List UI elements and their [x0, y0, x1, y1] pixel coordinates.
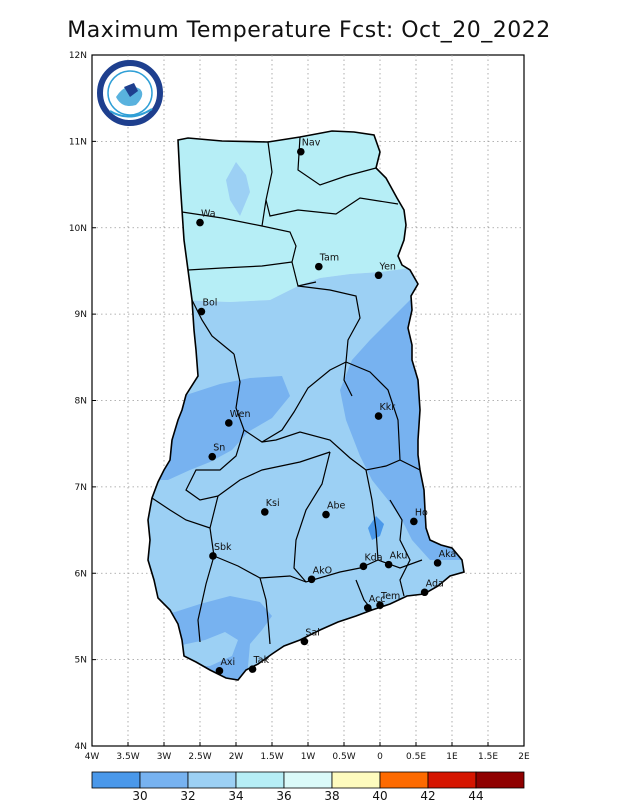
city-label-acc: Acc	[369, 594, 386, 605]
lon-tick-label-11: 1.5E	[478, 752, 498, 762]
lon-tick-label-3: 2.5W	[188, 752, 211, 762]
city-label-ho: Ho	[415, 507, 428, 518]
lon-tick-label-0: 4W	[85, 752, 100, 762]
city-marker-sal	[300, 637, 309, 646]
city-marker-kda	[359, 562, 368, 571]
city-label-tak: Tak	[253, 655, 270, 666]
city-marker-aku	[384, 560, 393, 569]
city-marker-aka	[433, 559, 442, 567]
lon-tick-label-4: 2W	[229, 752, 244, 762]
city-marker-axi	[215, 667, 224, 675]
city-label-wen: Wen	[230, 409, 251, 420]
colorbar-swatch-8	[475, 771, 525, 789]
lon-tick-label-2: 3W	[157, 752, 172, 762]
lon-tick-label-9: 0.5E	[406, 752, 426, 762]
colorbar-swatch-1	[139, 771, 189, 789]
city-label-kda: Kda	[364, 552, 382, 563]
city-marker-wa	[196, 218, 204, 227]
colorbar-swatch-7	[427, 771, 477, 789]
city-markers: Nav Wa Tam Yen Bol Kkr Wen Sn Ksi Abe Ho Sbk Aka AkO K…	[196, 138, 456, 675]
city-label-sbk: Sbk	[214, 542, 232, 553]
colorbar: 30 32 34 36 38 40 42 44	[91, 771, 525, 800]
city-label-nav: Nav	[302, 138, 321, 149]
city-label-ada: Ada	[426, 578, 444, 589]
colorbar-label-42: 42	[420, 789, 435, 800]
city-marker-ksi	[261, 508, 269, 516]
lat-tick-label-5: 9N	[75, 310, 87, 320]
lat-tick-label-2: 6N	[75, 569, 87, 579]
lon-tick-label-12: 2E	[518, 752, 530, 762]
lon-tick-label-1: 3.5W	[116, 752, 139, 762]
city-label-wa: Wa	[201, 209, 216, 220]
city-marker-acc	[363, 604, 372, 612]
city-marker-ho	[410, 517, 418, 526]
lat-tick-label-1: 5N	[75, 656, 87, 666]
city-marker-bol	[197, 307, 206, 316]
city-label-abe: Abe	[327, 501, 346, 512]
colorbar-label-34: 34	[228, 789, 243, 800]
city-label-kkr: Kkr	[380, 402, 396, 413]
lon-tick-label-7: 0.5W	[332, 752, 355, 762]
lon-tick-label-6: 1W	[301, 752, 316, 762]
city-label-aka: Aka	[439, 549, 457, 560]
city-marker-nav	[297, 147, 305, 156]
city-marker-tak	[248, 665, 257, 673]
colorbar-swatch-2	[187, 771, 237, 789]
city-label-bol: Bol	[202, 298, 217, 309]
city-marker-ada	[420, 588, 429, 597]
field-32-34-north-lobe	[226, 162, 250, 216]
city-marker-yen	[374, 271, 383, 280]
lon-tick-label-10: 1E	[446, 752, 458, 762]
colorbar-swatch-6	[379, 771, 429, 789]
agency-logo	[97, 60, 163, 126]
city-marker-ako	[307, 575, 316, 584]
lat-tick-label-8: 12N	[69, 51, 87, 61]
axis-tick-labels: 4W 3.5W 3W 2.5W 2W 1.5W 1W 0.5W 0 0.5E 1E 1.5E 2E 4N 5…	[69, 51, 530, 762]
lon-tick-label-5: 1.5W	[260, 752, 283, 762]
city-label-ksi: Ksi	[266, 498, 280, 509]
page-title: Maximum Temperature Fcst: Oct_20_2022	[67, 18, 551, 43]
colorbar-swatch-3	[235, 771, 285, 789]
lat-tick-label-3: 7N	[75, 483, 87, 493]
colorbar-label-44: 44	[468, 789, 483, 800]
city-marker-sbk	[209, 552, 217, 560]
city-marker-kkr	[374, 412, 383, 420]
lon-tick-label-8: 0	[377, 752, 383, 762]
city-label-sal: Sal	[305, 627, 320, 638]
colorbar-label-32: 32	[180, 789, 195, 800]
city-marker-abe	[322, 510, 330, 519]
city-label-sn: Sn	[213, 443, 225, 454]
colorbar-swatch-0	[91, 771, 141, 789]
lat-tick-label-7: 11N	[69, 137, 87, 147]
city-label-axi: Axi	[220, 657, 235, 668]
city-marker-wen	[225, 419, 233, 427]
city-marker-sn	[208, 452, 217, 461]
city-marker-tem	[376, 601, 384, 610]
city-marker-tam	[315, 262, 323, 271]
colorbar-label-30: 30	[132, 789, 147, 800]
colorbar-label-36: 36	[276, 789, 291, 800]
colorbar-label-40: 40	[372, 789, 387, 800]
city-label-aku: Aku	[390, 551, 408, 562]
city-label-yen: Yen	[379, 261, 396, 272]
lat-tick-label-4: 8N	[75, 397, 87, 407]
colorbar-label-38: 38	[324, 789, 339, 800]
colorbar-swatch-4	[283, 771, 333, 789]
country-outline	[147, 130, 465, 681]
colorbar-swatch-5	[331, 771, 381, 789]
lat-tick-label-6: 10N	[69, 224, 87, 234]
city-label-ako: AkO	[313, 565, 332, 576]
city-label-tem: Tem	[380, 591, 400, 602]
city-label-tam: Tam	[319, 253, 339, 264]
lat-tick-label-0: 4N	[75, 742, 87, 752]
